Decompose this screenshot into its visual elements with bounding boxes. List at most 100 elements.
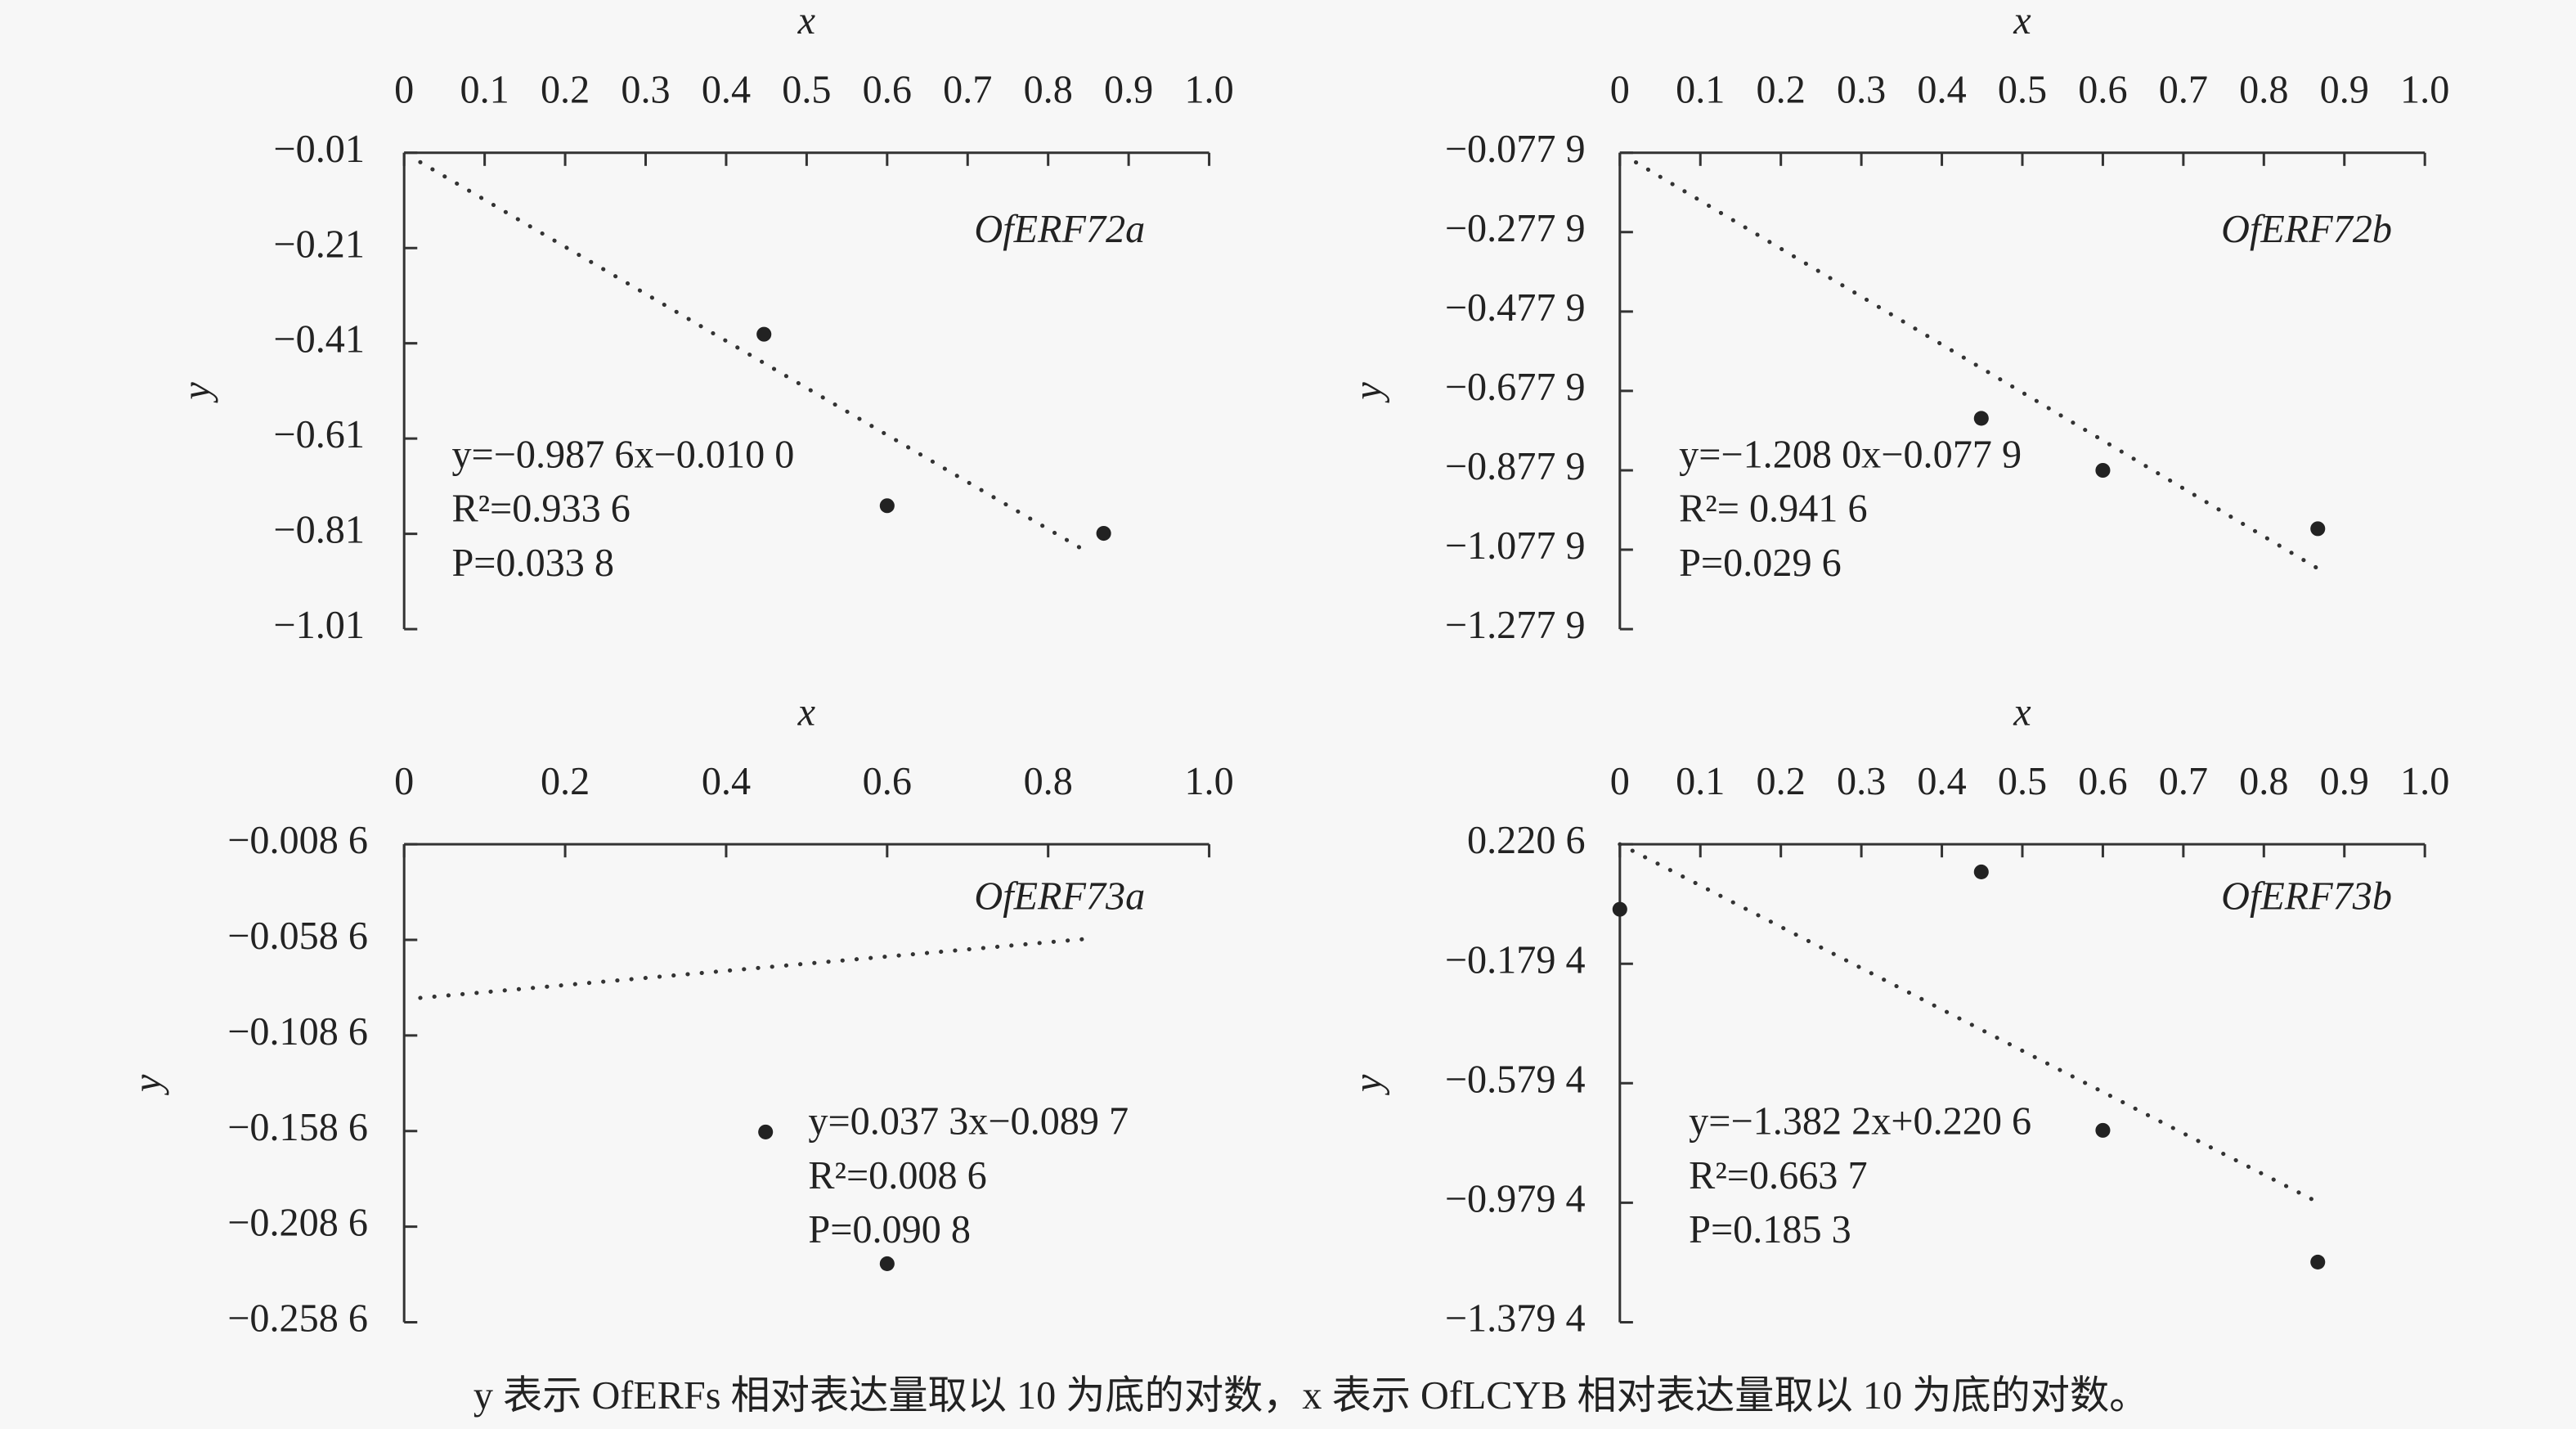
- point: [1973, 411, 1989, 426]
- annotation: y=−1.382 2x+0.220 6: [1689, 1100, 2031, 1144]
- x-tick-label: 0.8: [1024, 760, 1073, 803]
- x-tick-label: 0.1: [1676, 760, 1725, 803]
- y-tick-label: −0.258 6: [227, 1297, 368, 1341]
- point: [2095, 462, 2111, 479]
- y-axis-label: y: [1347, 382, 1390, 404]
- point: [2310, 1254, 2326, 1269]
- x-tick-label: 0.9: [2320, 760, 2369, 803]
- x-tick-label: 0.7: [2159, 760, 2208, 803]
- point: [1612, 901, 1627, 917]
- x-axis-label: x: [2013, 0, 2031, 43]
- annotation: P=0.185 3: [1689, 1208, 1851, 1251]
- trend-line: [418, 160, 1091, 555]
- x-axis-label: x: [797, 0, 816, 43]
- point: [879, 498, 895, 514]
- y-tick-label: −0.008 6: [227, 819, 368, 862]
- point: [758, 1124, 774, 1139]
- x-tick-label: 0.4: [702, 69, 751, 112]
- x-tick-label: 0.5: [782, 69, 831, 112]
- annotation: R²=0.933 6: [451, 488, 630, 531]
- x-tick-label: 0.8: [1024, 69, 1073, 112]
- x-tick-label: 0.6: [863, 69, 912, 112]
- x-tick-label: 0.1: [1676, 69, 1725, 112]
- trend-line: [418, 937, 1091, 1000]
- annotation: R²=0.008 6: [808, 1154, 986, 1198]
- y-tick-label: −0.61: [273, 413, 365, 456]
- panel-title: OfERF73b: [2221, 874, 2392, 918]
- y-tick-label: 0.220 6: [1467, 819, 1586, 862]
- annotation: y=−1.208 0x−0.077 9: [1679, 433, 2022, 476]
- x-tick-label: 0: [394, 69, 414, 112]
- annotation: y=0.037 3x−0.089 7: [808, 1100, 1129, 1144]
- annotation: P=0.033 8: [451, 541, 614, 585]
- x-tick-label: 0: [1610, 69, 1630, 112]
- x-tick-label: 0.8: [2239, 760, 2288, 803]
- y-tick-label: −0.877 9: [1445, 445, 1586, 488]
- x-tick-label: 0.4: [1917, 69, 1966, 112]
- y-tick-label: −1.077 9: [1445, 524, 1586, 568]
- x-tick-label: 0.3: [621, 69, 670, 112]
- y-axis-label: y: [126, 1074, 169, 1096]
- x-tick-label: 0.2: [1757, 760, 1806, 803]
- x-tick-label: 0.2: [541, 69, 590, 112]
- y-tick-label: −0.41: [273, 318, 365, 362]
- caption: y 表示 OfERFs 相对表达量取以 10 为底的对数，x 表示 OfLCYB…: [473, 1374, 2148, 1418]
- x-tick-label: 0.1: [460, 69, 509, 112]
- x-tick-label: 0.8: [2239, 69, 2288, 112]
- y-tick-label: −0.158 6: [227, 1106, 368, 1149]
- x-tick-label: 1.0: [2400, 760, 2449, 803]
- x-tick-label: 1.0: [1184, 69, 1233, 112]
- y-tick-label: −1.277 9: [1445, 604, 1586, 647]
- y-tick-label: −1.01: [273, 604, 365, 647]
- x-tick-label: 1.0: [1184, 760, 1233, 803]
- point: [2310, 521, 2326, 537]
- trend-line: [1618, 842, 2322, 1206]
- point: [756, 326, 772, 342]
- panel-title: OfERF73a: [974, 874, 1145, 918]
- y-tick-label: −0.677 9: [1445, 366, 1586, 409]
- x-tick-label: 0: [1610, 760, 1630, 803]
- x-tick-label: 0.2: [1757, 69, 1806, 112]
- x-axis-label: x: [2013, 691, 2031, 735]
- y-tick-label: −0.01: [273, 128, 365, 171]
- y-tick-label: −1.379 4: [1445, 1297, 1586, 1341]
- x-tick-label: 0.4: [702, 760, 751, 803]
- y-tick-label: −0.208 6: [227, 1202, 368, 1245]
- y-axis-label: y: [1347, 1074, 1390, 1096]
- annotation: R²=0.663 7: [1689, 1154, 1867, 1198]
- x-tick-label: 0: [394, 760, 414, 803]
- panel-title: OfERF72a: [974, 208, 1145, 251]
- trend-line: [1633, 160, 2322, 573]
- x-tick-label: 0.3: [1837, 760, 1886, 803]
- x-axis-label: x: [797, 691, 816, 735]
- y-tick-label: −0.477 9: [1445, 286, 1586, 330]
- y-tick-label: −0.058 6: [227, 914, 368, 958]
- x-tick-label: 0.6: [2078, 69, 2127, 112]
- x-tick-label: 0.9: [2320, 69, 2369, 112]
- x-tick-label: 0.4: [1917, 760, 1966, 803]
- y-tick-label: −0.108 6: [227, 1010, 368, 1054]
- x-tick-label: 0.2: [541, 760, 590, 803]
- annotation: P=0.090 8: [808, 1208, 971, 1251]
- y-tick-label: −0.579 4: [1445, 1058, 1586, 1101]
- y-tick-label: −0.979 4: [1445, 1177, 1586, 1220]
- y-tick-label: −0.077 9: [1445, 128, 1586, 171]
- x-tick-label: 1.0: [2400, 69, 2449, 112]
- y-tick-label: −0.277 9: [1445, 207, 1586, 250]
- y-tick-label: −0.21: [273, 222, 365, 266]
- x-tick-label: 0.6: [863, 760, 912, 803]
- x-tick-label: 0.3: [1837, 69, 1886, 112]
- point: [879, 1256, 895, 1271]
- x-tick-label: 0.9: [1104, 69, 1153, 112]
- y-tick-label: −0.179 4: [1445, 938, 1586, 982]
- x-tick-label: 0.7: [943, 69, 992, 112]
- y-axis-label: y: [175, 382, 218, 404]
- annotation: R²= 0.941 6: [1679, 488, 1867, 531]
- x-tick-label: 0.6: [2078, 760, 2127, 803]
- point: [1973, 864, 1989, 879]
- y-tick-label: −0.81: [273, 509, 365, 552]
- x-tick-label: 0.7: [2159, 69, 2208, 112]
- x-tick-label: 0.5: [1998, 69, 2047, 112]
